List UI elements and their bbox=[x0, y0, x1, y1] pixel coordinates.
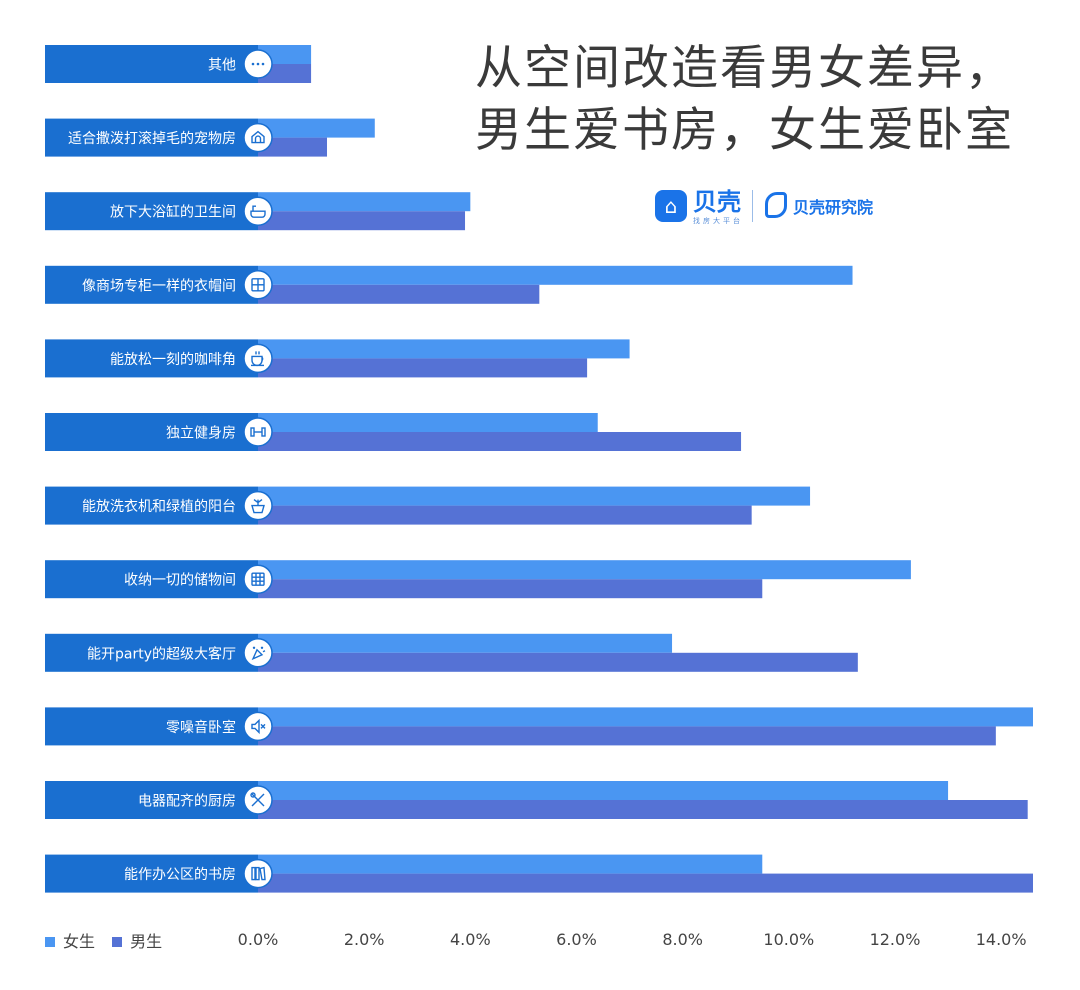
bar-male bbox=[258, 137, 328, 157]
coffee-cup-icon-4 bbox=[251, 351, 264, 367]
x-tick-label: 4.0% bbox=[450, 930, 491, 949]
category-label: 电器配齐的厨房 bbox=[138, 794, 236, 810]
speaker-mute-icon-9 bbox=[251, 718, 266, 735]
bar-male bbox=[258, 873, 1033, 893]
title-line-1: 从空间改造看男女差异， bbox=[475, 41, 1014, 96]
bar-male bbox=[258, 505, 752, 525]
bar-female bbox=[258, 118, 375, 138]
plant-pot-icon-6 bbox=[251, 499, 265, 514]
category-label: 放下大浴缸的卫生间 bbox=[110, 204, 236, 221]
house-icon: ⌂ bbox=[655, 190, 687, 222]
category-label: 其他 bbox=[208, 58, 236, 74]
bar-male bbox=[258, 726, 996, 746]
category-icon-badge bbox=[243, 122, 273, 153]
bar-female bbox=[258, 265, 853, 285]
title-line-2: 男生爱书房，女生爱卧室 bbox=[475, 103, 1014, 158]
storage-cabinet-icon-7 bbox=[251, 572, 265, 586]
category-label-box bbox=[45, 413, 258, 451]
category-label-box bbox=[45, 781, 258, 819]
more-dots-icon-0 bbox=[251, 62, 265, 66]
party-icon-8 bbox=[251, 646, 266, 661]
bar-male bbox=[258, 579, 763, 599]
category-label-box bbox=[45, 265, 258, 304]
bar-male bbox=[258, 652, 858, 672]
legend-label-female: 女生 bbox=[63, 932, 96, 951]
bar-female bbox=[258, 707, 1033, 727]
chart-title: 从空间改造看男女差异， 男生爱书房，女生爱卧室 bbox=[475, 38, 1075, 162]
bar-female bbox=[258, 413, 598, 432]
legend-item-female: 女生 bbox=[45, 928, 95, 952]
institute-name: 贝壳研究院 bbox=[793, 198, 874, 217]
x-tick-label: 10.0% bbox=[763, 930, 814, 949]
dumbbell-icon-5 bbox=[250, 427, 266, 437]
bookshelf-icon-11 bbox=[251, 866, 266, 881]
category-label-box bbox=[45, 339, 258, 378]
bar-male bbox=[258, 358, 588, 378]
brand-divider bbox=[752, 190, 753, 222]
kitchen-tools-icon-10 bbox=[250, 792, 265, 807]
pet-house-icon-1 bbox=[251, 130, 265, 144]
brand-subtitle: 找房大平台 bbox=[693, 217, 743, 225]
wardrobe-icon-3 bbox=[251, 278, 265, 292]
bar-female bbox=[258, 560, 911, 580]
category-label-box bbox=[45, 560, 258, 599]
category-icon-badge bbox=[243, 711, 273, 742]
legend: 女生 男生 bbox=[45, 928, 174, 952]
x-tick-label: 2.0% bbox=[344, 930, 385, 949]
bar-female bbox=[258, 486, 811, 506]
legend-item-male: 男生 bbox=[112, 928, 162, 952]
category-label: 能开party的超级大客厅 bbox=[87, 645, 236, 662]
category-label: 收纳一切的储物间 bbox=[124, 573, 236, 589]
brand-logo-group: ⌂ 贝壳 找房大平台 贝壳研究院 bbox=[655, 188, 915, 228]
category-icon-badge bbox=[243, 564, 273, 594]
category-icon-badge bbox=[243, 858, 273, 889]
category-label: 能放松一刻的咖啡角 bbox=[110, 352, 236, 368]
category-label-box bbox=[45, 45, 258, 83]
bar-male bbox=[258, 432, 742, 451]
bar-male bbox=[258, 800, 1028, 819]
x-tick-label: 14.0% bbox=[976, 930, 1027, 949]
category-label: 能作办公区的书房 bbox=[124, 867, 236, 883]
category-label-box bbox=[45, 192, 258, 231]
bar-female bbox=[258, 339, 630, 359]
category-label-box bbox=[45, 707, 258, 746]
bar-male bbox=[258, 284, 540, 304]
x-tick-label: 0.0% bbox=[238, 930, 279, 949]
bathtub-icon-2 bbox=[250, 205, 266, 218]
bar-female bbox=[258, 781, 949, 800]
category-label: 适合撒泼打滚掉毛的宠物房 bbox=[68, 130, 236, 147]
x-tick-label: 8.0% bbox=[662, 930, 703, 949]
category-label-box bbox=[45, 854, 258, 893]
legend-label-male: 男生 bbox=[130, 932, 163, 951]
x-tick-label: 6.0% bbox=[556, 930, 597, 949]
bar-female bbox=[258, 854, 763, 874]
brand-name: 贝壳 bbox=[693, 188, 741, 216]
bar-female bbox=[258, 633, 673, 653]
category-label-box bbox=[45, 633, 258, 672]
category-icon-badge bbox=[243, 343, 273, 374]
bar-female bbox=[258, 192, 471, 212]
category-label-box bbox=[45, 118, 258, 157]
legend-swatch-male bbox=[112, 936, 123, 947]
x-tick-label: 12.0% bbox=[870, 930, 921, 949]
category-label: 像商场专柜一样的衣帽间 bbox=[82, 278, 236, 294]
category-label: 能放洗衣机和绿植的阳台 bbox=[82, 499, 236, 515]
legend-swatch-female bbox=[45, 936, 55, 947]
leaf-icon bbox=[765, 192, 787, 218]
category-icon-badge bbox=[243, 638, 273, 668]
bar-male bbox=[258, 211, 466, 231]
category-label: 独立健身房 bbox=[166, 426, 236, 442]
category-label-box bbox=[45, 486, 258, 525]
category-label: 零噪音卧室 bbox=[166, 719, 236, 736]
